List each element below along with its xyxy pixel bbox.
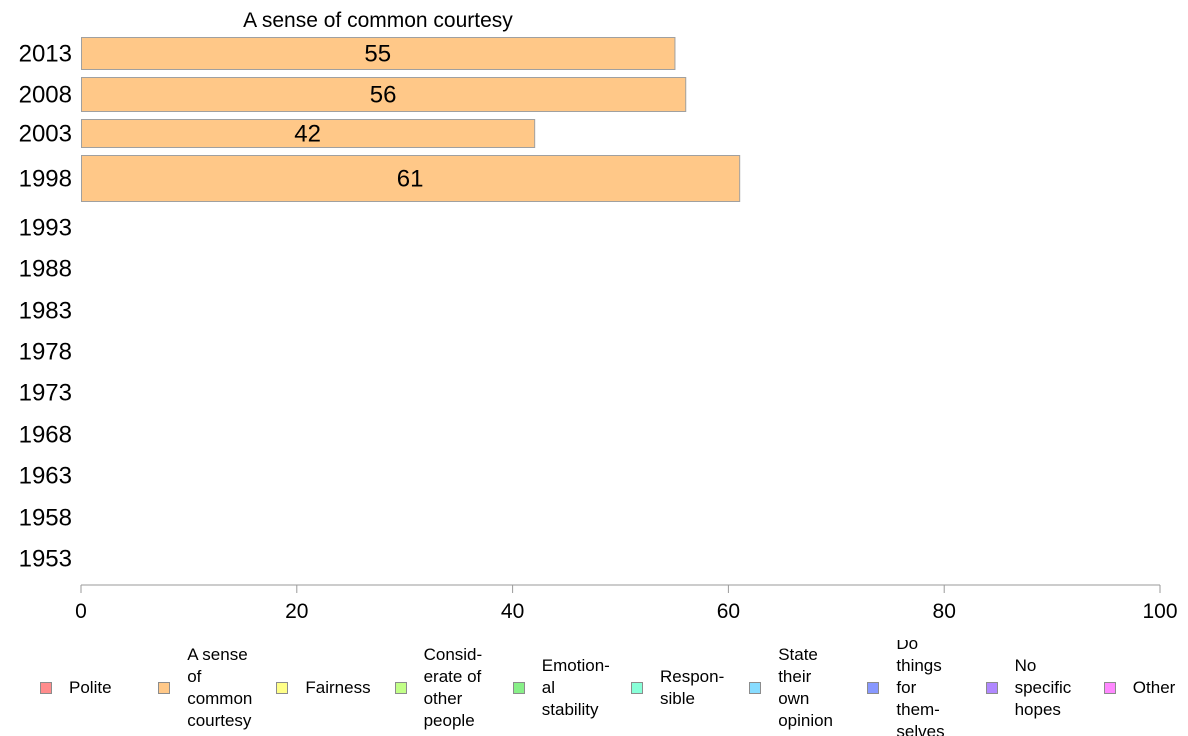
legend-label: Polite [69, 678, 112, 697]
bar [81, 37, 676, 70]
legend-swatch [749, 682, 762, 694]
x-tick-label: 0 [75, 600, 87, 623]
year-label: 1998 [19, 166, 72, 193]
legend-item: Polite [40, 640, 112, 736]
legend-swatch [276, 682, 289, 694]
year-label: 1978 [19, 339, 72, 366]
legend-item: A sense of common courtesy [158, 640, 252, 736]
legend-item: State their own opinion [749, 640, 833, 736]
legend-label: Respon- sible [660, 667, 725, 708]
year-label: 1993 [19, 215, 72, 242]
year-label: 1973 [19, 380, 72, 407]
bar-value-label: 55 [364, 41, 391, 68]
legend-swatch [631, 682, 643, 694]
legend-swatch [158, 682, 171, 694]
legend-label: Other [1132, 678, 1176, 697]
year-labels: 2013 2008 2003 1998 1993 1988 1983 1978 1973 1968… [19, 41, 72, 573]
x-axis-ticks: 0 20 40 60 80 100 [75, 585, 1178, 623]
legend-item: No specific hopes [985, 640, 1072, 736]
year-label: 1988 [19, 256, 72, 283]
legend-item: Fairness [276, 640, 371, 736]
legend-label: Fairness [305, 678, 371, 697]
legend-swatch [985, 682, 998, 694]
x-tick-label: 80 [933, 600, 956, 623]
legend-label: Emotion- al stability [541, 656, 610, 719]
legend-item: Consid- erate of other people [394, 640, 483, 736]
year-label: 2013 [19, 41, 72, 68]
legend-swatch [40, 682, 52, 694]
legend-item: Emotion- al stability [512, 640, 610, 736]
legend-label: No specific hopes [1014, 656, 1072, 719]
bar [81, 119, 536, 148]
bars-layer: 55 56 42 61 [81, 37, 741, 202]
legend-item: Do things for them- selves [867, 640, 945, 736]
bar-value-label: 56 [370, 82, 397, 109]
chart-area: A sense of common courtesy 55 56 42 61 2013… [19, 9, 1178, 623]
x-tick-label: 60 [717, 600, 740, 623]
bar [81, 77, 687, 112]
year-label: 1953 [19, 546, 72, 573]
legend-swatch [867, 682, 880, 694]
bar-value-label: 61 [397, 166, 424, 193]
legend-swatch [1103, 682, 1116, 694]
chart-title: A sense of common courtesy [243, 9, 513, 32]
year-label: 1968 [19, 422, 72, 449]
year-label: 1963 [19, 463, 72, 490]
legend: Polite A sense of common courtesy Fairness… [0, 640, 1188, 736]
year-label: 1983 [19, 298, 72, 325]
legend-item: Respon- sible [631, 640, 724, 736]
year-label: 2003 [19, 121, 72, 148]
legend-label: Consid- erate of other people [423, 645, 483, 730]
legend-swatch [512, 682, 525, 694]
legend-swatch [394, 682, 407, 694]
legend-label: State their own opinion [778, 645, 834, 730]
x-tick-label: 100 [1142, 600, 1177, 623]
bar-value-label: 42 [294, 121, 321, 148]
legend-label: A sense of common courtesy [187, 645, 253, 730]
x-tick-label: 40 [501, 600, 524, 623]
bar [81, 155, 741, 202]
x-tick-label: 20 [285, 600, 308, 623]
year-label: 1958 [19, 505, 72, 532]
legend-label: Do things for them- selves [896, 640, 945, 736]
legend-item: Other [1103, 640, 1176, 736]
year-label: 2008 [19, 82, 72, 109]
